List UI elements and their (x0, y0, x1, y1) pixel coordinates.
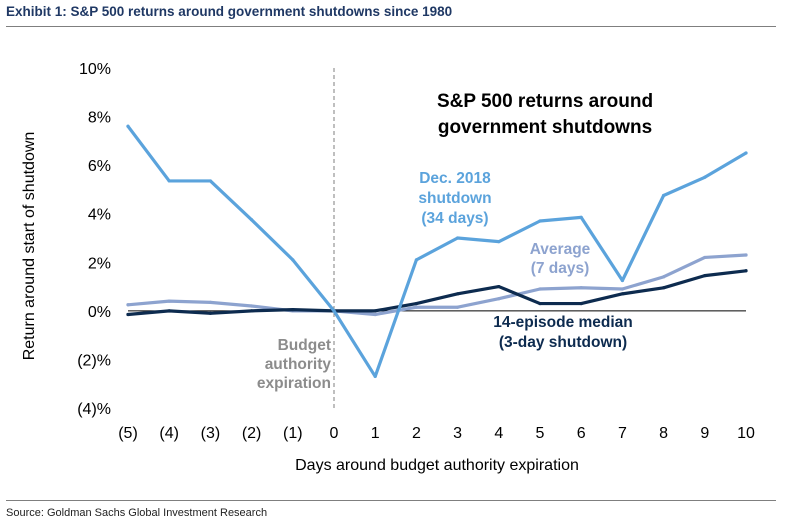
budget-expiration-label: expiration (257, 375, 331, 392)
data-point (167, 309, 171, 313)
data-point (456, 236, 460, 240)
data-point (579, 286, 583, 290)
data-point (373, 309, 377, 313)
exhibit-title: Exhibit 1: S&P 500 returns around govern… (6, 4, 453, 19)
data-point (414, 305, 418, 309)
budget-expiration-label: Budget (278, 337, 331, 354)
x-axis-label: Days around budget authority expiration (295, 457, 579, 474)
data-point (414, 258, 418, 262)
data-point (167, 299, 171, 303)
data-point (291, 308, 295, 312)
data-point (703, 175, 707, 179)
x-tick-label: 2 (412, 425, 421, 442)
x-tick-label: (5) (118, 425, 138, 442)
data-point (662, 275, 666, 279)
y-tick-label: 4% (88, 207, 111, 224)
y-tick-label: 0% (88, 304, 111, 321)
x-tick-label: (1) (283, 425, 303, 442)
series-label-0: (34 days) (421, 210, 488, 227)
data-point (456, 292, 460, 296)
chart-title-line: government shutdowns (438, 117, 652, 138)
data-point (414, 301, 418, 306)
x-tick-label: 4 (494, 425, 503, 442)
data-point (497, 297, 501, 301)
data-point (538, 219, 542, 223)
data-point (620, 287, 625, 291)
y-tick-label: 8% (88, 110, 111, 127)
data-point (373, 312, 377, 317)
data-point (373, 374, 377, 379)
x-tick-label: 3 (453, 425, 462, 442)
chart-annotations: (4)% (2)% 0% 2% 4% 6% 8% 10% (5) (4) (3) (2) (1) 0 1 2 3… (21, 61, 755, 474)
x-tick-label: 8 (659, 425, 668, 442)
x-tick-label: 7 (618, 425, 627, 442)
source-note: Source: Goldman Sachs Global Investment … (6, 507, 268, 519)
data-point (250, 304, 254, 308)
x-tick-label: 5 (536, 425, 545, 442)
x-tick-label: 10 (737, 425, 755, 442)
data-point (620, 278, 625, 283)
data-point (250, 309, 254, 313)
series-label-2: 14-episode median (493, 314, 633, 331)
data-point (126, 312, 130, 317)
data-point (662, 286, 666, 290)
series-line-2 (126, 269, 748, 317)
data-point (456, 305, 460, 309)
x-tick-label: (3) (201, 425, 221, 442)
series-label-1: (7 days) (531, 260, 590, 277)
chart-series (126, 124, 748, 379)
data-point (703, 255, 707, 260)
series-line-1 (126, 253, 748, 317)
budget-expiration-label: authority (265, 356, 332, 373)
data-point (538, 287, 542, 291)
x-tick-label: 9 (700, 425, 709, 442)
series-label-0: Dec. 2018 (419, 170, 491, 187)
data-point (497, 284, 501, 289)
data-point (744, 151, 748, 155)
series-label-2: (3-day shutdown) (499, 334, 627, 351)
data-point (579, 301, 583, 306)
x-tick-label: 1 (371, 425, 380, 442)
data-point (250, 218, 254, 222)
data-point (167, 179, 171, 183)
x-tick-label: 0 (330, 425, 339, 442)
data-point (126, 124, 130, 128)
y-tick-label: 10% (79, 61, 111, 78)
data-point (291, 258, 295, 262)
series-label-1: Average (530, 241, 591, 258)
y-tick-label: (4)% (77, 401, 111, 418)
data-point (538, 301, 542, 306)
y-tick-label: (2)% (77, 352, 111, 369)
source-divider (6, 500, 776, 501)
data-point (208, 300, 212, 304)
x-tick-label: (2) (242, 425, 262, 442)
y-tick-label: 6% (88, 158, 111, 175)
title-divider (6, 26, 776, 27)
data-point (579, 215, 583, 219)
data-point (208, 311, 212, 315)
line-chart: (4)% (2)% 0% 2% 4% 6% 8% 10% (5) (4) (3) (2) (1) 0 1 2 3… (21, 61, 755, 474)
data-point (208, 179, 212, 183)
y-axis-label: Return around start of shutdown (21, 132, 38, 361)
data-point (744, 269, 748, 273)
y-tick-label: 2% (88, 255, 111, 272)
series-label-0: shutdown (418, 190, 491, 207)
data-point (744, 253, 748, 257)
data-point (332, 309, 336, 313)
chart-title-line: S&P 500 returns around (437, 91, 653, 112)
data-point (497, 240, 501, 244)
x-tick-label: (4) (159, 425, 179, 442)
x-tick-label: 6 (577, 425, 586, 442)
series-line-0 (126, 124, 748, 379)
data-point (126, 303, 130, 307)
data-point (703, 274, 707, 278)
data-point (620, 292, 625, 296)
data-point (662, 193, 666, 198)
